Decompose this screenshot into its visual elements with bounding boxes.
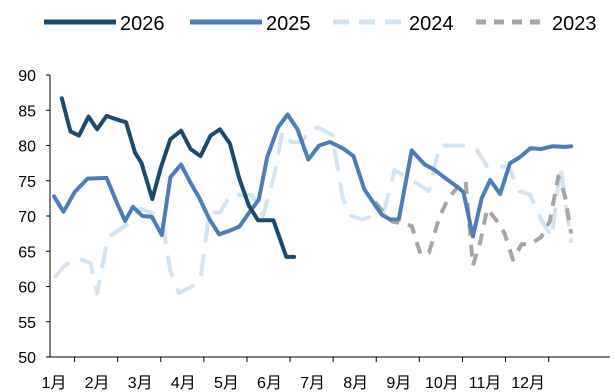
x-tick-label-2: 2月 bbox=[85, 375, 110, 392]
x-tick-label-7: 7月 bbox=[300, 375, 325, 392]
x-tick-label-4: 4月 bbox=[171, 375, 196, 392]
legend: 2026 2025 2024 2023 bbox=[44, 13, 597, 35]
y-tick-label-50: 50 bbox=[18, 350, 36, 367]
x-tick-label-5: 5月 bbox=[214, 375, 239, 392]
legend-item-2025: 2025 bbox=[190, 13, 311, 35]
y-tick-label-70: 70 bbox=[18, 209, 36, 226]
y-tick-label-55: 55 bbox=[18, 315, 36, 332]
y-tick-label-75: 75 bbox=[18, 174, 36, 191]
legend-item-2026: 2026 bbox=[44, 13, 165, 35]
legend-item-2023: 2023 bbox=[476, 13, 597, 35]
y-tick-label-65: 65 bbox=[18, 244, 36, 261]
x-tick-label-10: 10月 bbox=[425, 375, 459, 392]
axes: 50 55 60 65 70 75 80 85 90 1月 2月 3月 4月 5月 6月 7月 8月 9月 10月 1… bbox=[18, 68, 610, 392]
series-line-2023 bbox=[373, 174, 574, 268]
series-line-2026 bbox=[59, 96, 297, 259]
legend-label-2024: 2024 bbox=[409, 13, 454, 35]
y-tick-label-60: 60 bbox=[18, 280, 36, 297]
x-tick-label-3: 3月 bbox=[128, 375, 153, 392]
x-tick-label-1: 1月 bbox=[42, 375, 67, 392]
x-tick-label-11: 11月 bbox=[469, 375, 502, 392]
series-line-2024 bbox=[52, 125, 574, 296]
y-tick-label-90: 90 bbox=[18, 68, 36, 85]
series-line-2025 bbox=[52, 112, 574, 239]
legend-item-2024: 2024 bbox=[333, 13, 454, 35]
series-layer bbox=[52, 96, 574, 296]
y-tick-label-80: 80 bbox=[18, 139, 36, 156]
legend-label-2025: 2025 bbox=[266, 13, 311, 35]
x-tick-label-6: 6月 bbox=[257, 375, 282, 392]
y-tick-label-85: 85 bbox=[18, 103, 36, 120]
legend-label-2023: 2023 bbox=[552, 13, 597, 35]
legend-label-2026: 2026 bbox=[120, 13, 165, 35]
x-tick-label-12: 12月 bbox=[511, 375, 545, 392]
x-tick-label-8: 8月 bbox=[343, 375, 368, 392]
x-tick-label-9: 9月 bbox=[386, 375, 411, 392]
